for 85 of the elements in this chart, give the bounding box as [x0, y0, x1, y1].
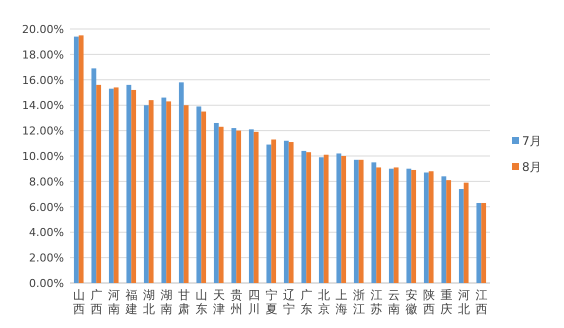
bar — [131, 90, 136, 283]
x-tick-label: 广东 — [300, 288, 312, 316]
bar — [288, 142, 294, 283]
x-tick-label: 山东 — [195, 288, 208, 316]
bar — [428, 171, 434, 283]
bar — [196, 106, 202, 283]
bar — [458, 189, 464, 283]
y-tick-label: 16.00% — [22, 74, 64, 87]
bar — [184, 105, 189, 283]
x-tick-label: 四川 — [248, 288, 260, 316]
bar — [178, 82, 184, 283]
x-tick-label: 陕西 — [422, 288, 435, 316]
bar — [266, 144, 272, 283]
bar — [74, 36, 79, 283]
x-tick-label: 河北 — [458, 288, 470, 316]
x-tick-label: 北京 — [318, 288, 330, 316]
bar — [236, 130, 242, 283]
bar — [424, 172, 429, 283]
x-tick-label: 安徽 — [405, 288, 418, 316]
x-tick-label: 天津 — [212, 288, 225, 316]
bar — [481, 202, 486, 283]
bar — [271, 139, 276, 283]
bar — [371, 162, 376, 283]
bar — [336, 153, 342, 283]
bar — [441, 176, 446, 283]
x-tick-label: 湖北 — [142, 288, 155, 316]
bar — [126, 84, 132, 283]
bar — [476, 202, 482, 283]
x-tick-label: 宁夏 — [265, 288, 278, 316]
y-tick-label: 8.00% — [29, 175, 64, 188]
bar — [376, 167, 382, 283]
bar — [201, 112, 206, 283]
legend-label: 7月 — [522, 134, 542, 148]
y-tick-label: 10.00% — [22, 150, 64, 163]
bar — [318, 157, 324, 283]
bar — [91, 68, 96, 283]
bar — [411, 170, 416, 283]
bar — [218, 126, 224, 283]
bar — [144, 105, 149, 283]
bar — [254, 132, 259, 283]
x-tick-label: 江苏 — [370, 288, 382, 316]
bar — [354, 160, 359, 283]
y-tick-label: 18.00% — [22, 48, 64, 62]
y-tick-label: 6.00% — [29, 200, 64, 214]
bar — [394, 167, 399, 283]
x-tick-label: 重庆 — [440, 288, 452, 316]
x-tick-label: 贵州 — [230, 288, 242, 316]
bar — [464, 182, 469, 283]
x-tick-label: 上海 — [335, 288, 348, 316]
bar — [341, 156, 346, 283]
bar — [114, 87, 119, 283]
bar — [388, 168, 394, 283]
bar — [324, 154, 329, 283]
bar — [358, 160, 364, 283]
x-tick-label: 湖南 — [160, 288, 172, 316]
bar — [284, 140, 289, 283]
x-tick-label: 广西 — [90, 288, 102, 316]
bar — [161, 98, 166, 283]
y-tick-label: 0.00% — [29, 277, 64, 290]
bar — [446, 180, 452, 283]
bar — [231, 128, 236, 283]
x-tick-label: 甘肃 — [178, 288, 190, 316]
y-tick-label: 12.00% — [22, 124, 64, 138]
bar — [406, 168, 412, 283]
x-tick-label: 山西 — [72, 288, 85, 316]
y-tick-label: 20.00% — [22, 23, 64, 36]
y-tick-label: 4.00% — [29, 226, 64, 240]
bar — [214, 122, 219, 283]
bar — [96, 84, 102, 283]
bar — [301, 150, 306, 283]
x-tick-label: 河南 — [108, 288, 120, 316]
bar — [306, 152, 312, 283]
x-tick-label: 辽宁 — [282, 288, 295, 316]
y-tick-label: 2.00% — [29, 252, 64, 265]
x-tick-label: 江西 — [475, 288, 488, 316]
bar — [148, 100, 154, 283]
legend-label: 8月 — [522, 160, 542, 174]
x-tick-label: 浙江 — [352, 288, 365, 316]
x-tick-label: 云南 — [388, 288, 400, 316]
x-tick-label: 福建 — [124, 288, 138, 316]
bar — [166, 101, 172, 283]
y-tick-label: 14.00% — [22, 99, 64, 112]
bar — [78, 35, 84, 283]
bar — [248, 129, 254, 283]
bar — [108, 88, 114, 283]
